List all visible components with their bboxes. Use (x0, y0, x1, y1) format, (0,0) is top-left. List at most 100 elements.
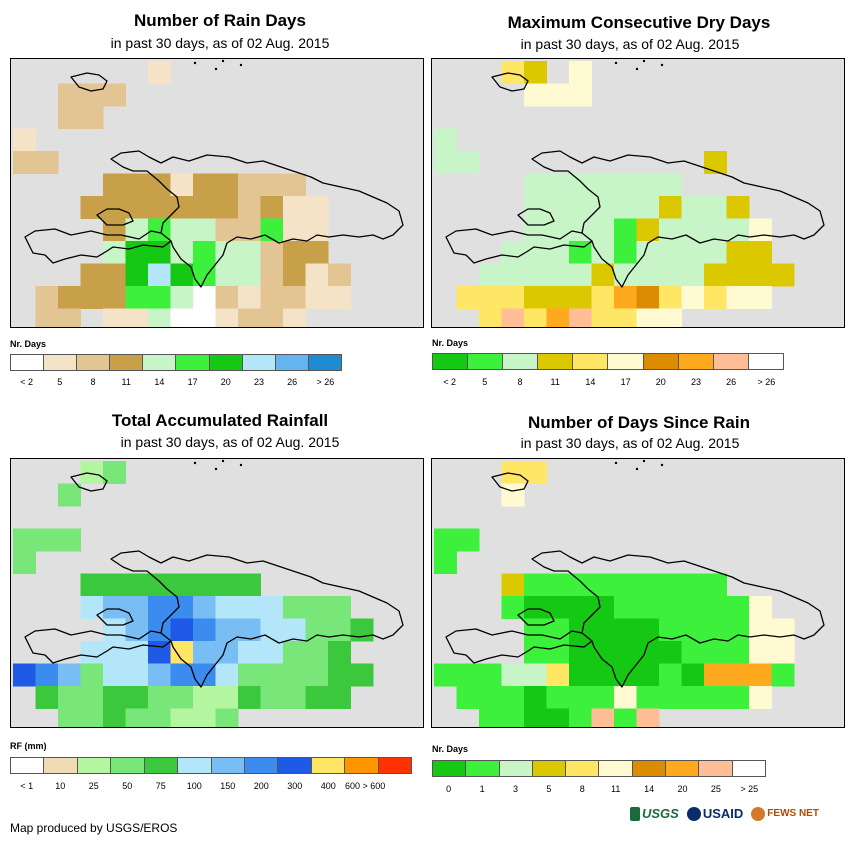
map-days-since-rain (431, 458, 845, 728)
grid-cell (238, 286, 261, 309)
grid-cell (569, 686, 592, 709)
grid-cell (569, 596, 592, 619)
legend-swatch (532, 761, 567, 776)
grid-cell (501, 308, 525, 327)
map-rain-days (10, 58, 424, 328)
grid-cell (80, 83, 104, 107)
grid-cell (58, 83, 81, 107)
grid-cell (35, 308, 59, 327)
legend-swatch (378, 758, 412, 773)
legend-title-days-since-rain: Nr. Days (432, 744, 469, 754)
grid-cell (350, 663, 374, 687)
grid-cell (614, 241, 637, 264)
grid-cell (215, 286, 239, 309)
grid-cell (305, 286, 329, 309)
grid-cell (13, 528, 36, 552)
grid-cell (614, 618, 637, 642)
grid-cell (569, 641, 592, 664)
grid-cell (170, 218, 194, 242)
grid-cell (125, 641, 149, 664)
grid-cell (58, 308, 81, 327)
usaid-logo-text: USAID (702, 806, 744, 821)
grid-cell (726, 686, 750, 709)
grid-cell (103, 641, 126, 664)
legend-tick-label: 8 (90, 377, 96, 387)
grid-cell (524, 708, 547, 727)
grid-cell (148, 263, 171, 287)
grid-cell (215, 708, 239, 727)
grid-cell (569, 196, 592, 219)
grid-cell (771, 663, 795, 687)
grid-cell (58, 528, 81, 552)
grid-cell (215, 218, 239, 242)
grid-cell (305, 618, 329, 642)
grid-cell (749, 286, 772, 309)
grid-cell (636, 596, 660, 619)
grid-cell (614, 663, 637, 687)
legend-bar-rainfall (10, 757, 412, 774)
grid-cell (80, 106, 104, 129)
grid-cell (215, 596, 239, 619)
grid-cell (193, 708, 216, 727)
fews-net-globe-icon (751, 806, 766, 821)
grid-cell (305, 218, 329, 242)
legend-tick-label: 8 (579, 784, 585, 794)
map-svg-days-since-rain (434, 459, 825, 727)
grid-cell (58, 708, 81, 727)
grid-cell (659, 263, 682, 287)
legend-tick-label: 100 (186, 781, 202, 791)
grid-cell (659, 663, 682, 687)
grid-cell (193, 573, 216, 597)
grid-cell (103, 218, 126, 242)
panel-subtitle-days-since-rain: in past 30 days, as of 02 Aug. 2015 (520, 435, 740, 451)
grid-cell (215, 618, 239, 642)
legend-swatch (244, 758, 279, 773)
grid-cell (260, 618, 284, 642)
legend-tick-label: > 25 (740, 784, 759, 794)
grid-cell (546, 83, 570, 107)
grid-cell (614, 286, 637, 309)
grid-cell (193, 618, 216, 642)
map-dry-days (431, 58, 845, 328)
usgs-logo-text: USGS (642, 806, 679, 821)
legend-swatch (666, 761, 700, 776)
legend-swatch (643, 354, 679, 369)
grid-cell (591, 173, 615, 197)
grid-cell (591, 686, 615, 709)
panel-title-dry-days: Maximum Consecutive Dry Days (507, 13, 771, 32)
panel-title-rain-days: Number of Rain Days (134, 11, 306, 30)
grid-cell (238, 618, 261, 642)
grid-cell (524, 686, 547, 709)
grid-cell (260, 686, 284, 709)
grid-cell (614, 641, 637, 664)
grid-cell (215, 241, 239, 264)
grid-cell (749, 241, 772, 264)
legend-title-dry-days: Nr. Days (432, 338, 469, 348)
grid-cell (591, 596, 615, 619)
grid-cell (524, 196, 547, 219)
grid-cell (614, 196, 637, 219)
usgs-logo: USGS (630, 806, 679, 821)
grid-cell (614, 596, 637, 619)
grid-cell (524, 61, 547, 84)
grid-cell (148, 241, 171, 264)
grid-cell (524, 173, 547, 197)
grid-cell (238, 686, 261, 709)
grid-cell (726, 241, 750, 264)
grid-cell (58, 286, 81, 309)
grid-cell (501, 708, 525, 727)
grid-cell (636, 686, 660, 709)
grid-cell (704, 596, 727, 619)
legend-swatch (311, 758, 346, 773)
grid-cell (591, 241, 615, 264)
legend-swatch (144, 758, 179, 773)
grid-cell (591, 708, 615, 727)
grid-cell (659, 641, 682, 664)
grid-cell (501, 61, 525, 84)
grid-cell (103, 573, 126, 597)
grid-cell (636, 196, 660, 219)
grid-cell (305, 596, 329, 619)
grid-cell (659, 686, 682, 709)
grid-cell (524, 263, 547, 287)
legend-tick-label: < 1 (20, 781, 34, 791)
